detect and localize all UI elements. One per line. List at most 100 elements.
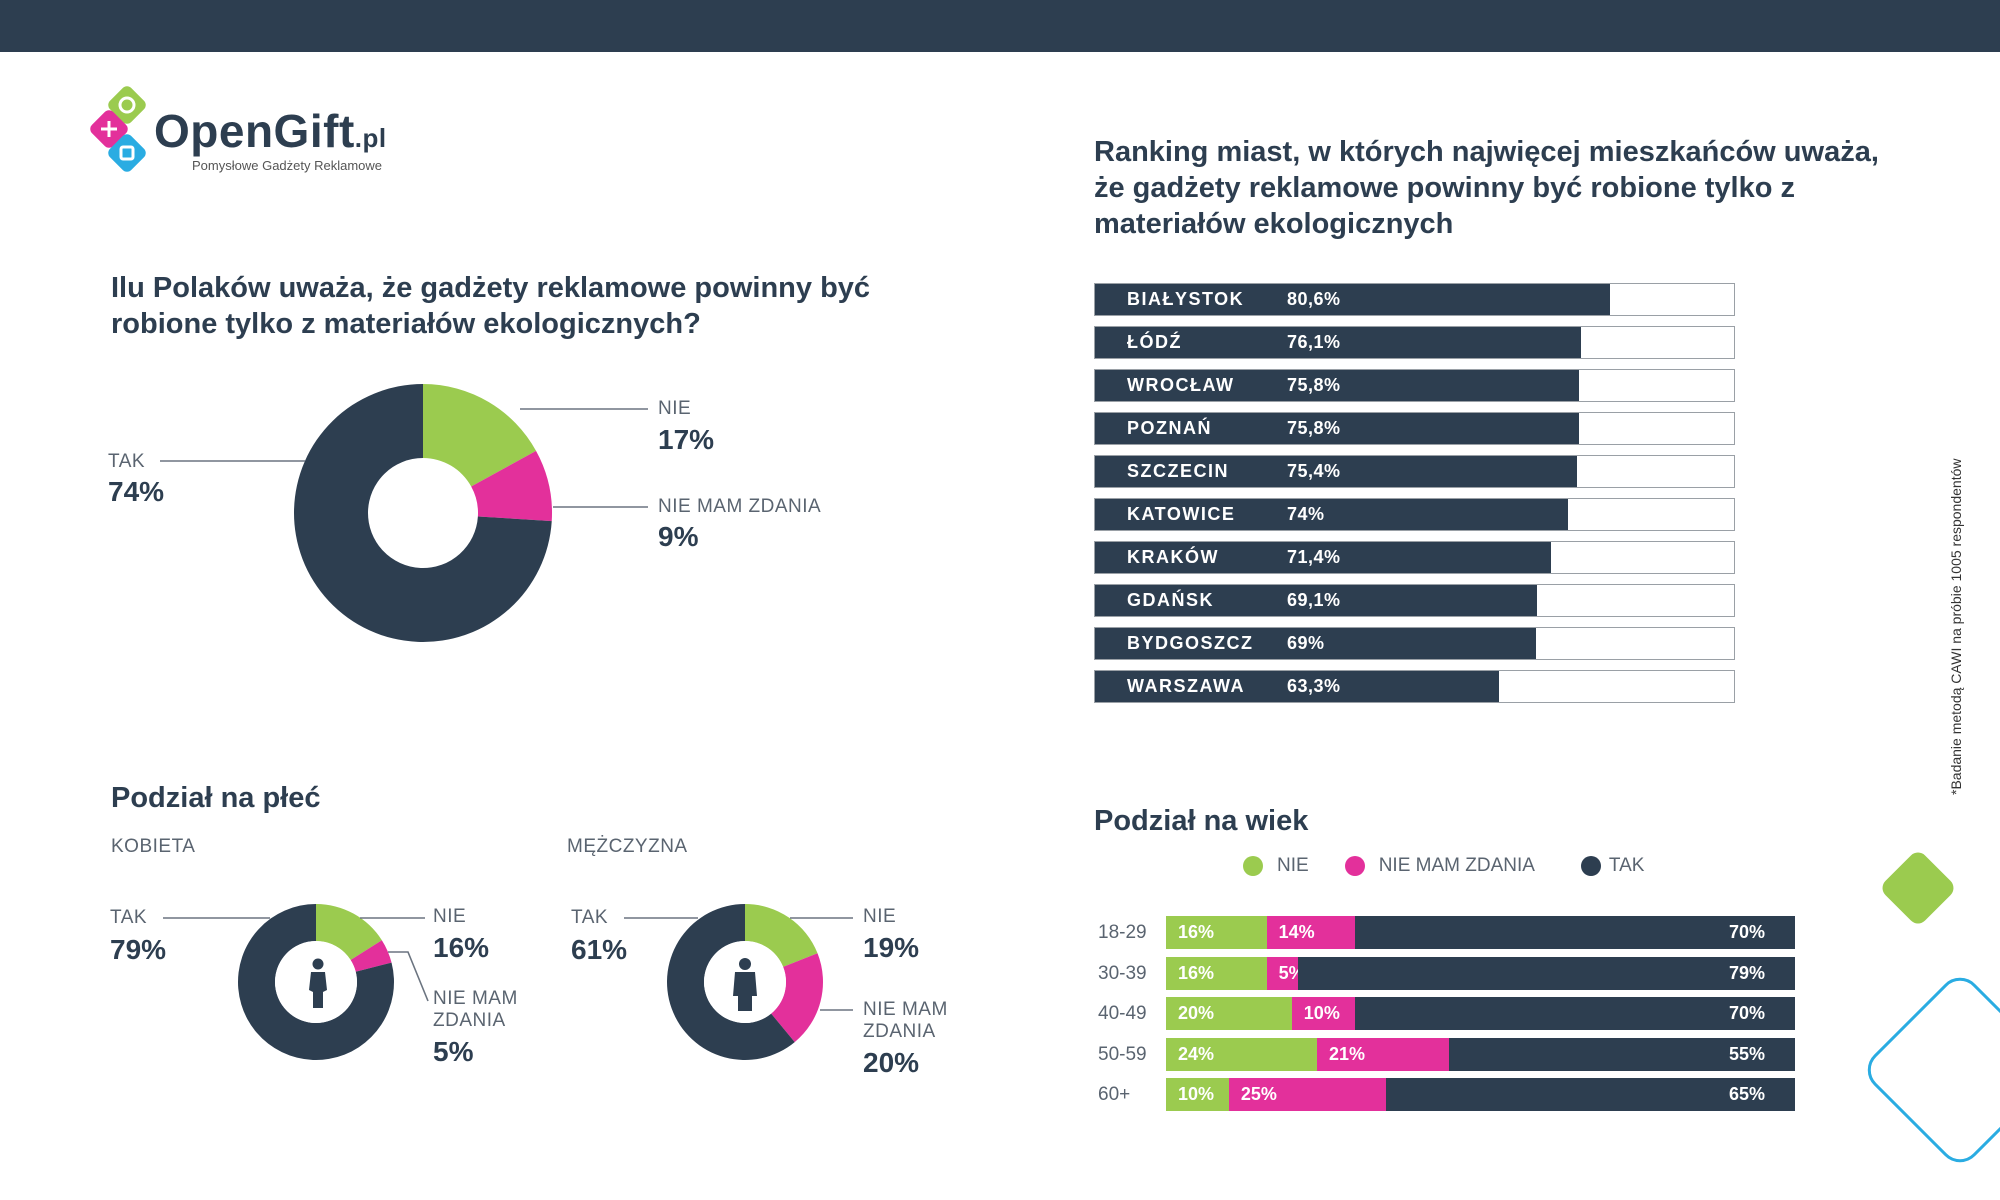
city-bar-row: BYDGOSZCZ 69% bbox=[1094, 627, 1735, 660]
overall-value-nie: 17% bbox=[658, 424, 715, 455]
female-label-nie-mam-zdania: NIE MAM ZDANIA bbox=[433, 988, 518, 1031]
age-segment-nie-mam-zdania: 10% bbox=[1291, 997, 1355, 1030]
overall-slice-nie-mam-zdania bbox=[471, 450, 552, 522]
city-value: 76,1% bbox=[1287, 332, 1341, 352]
age-segment-label: 20% bbox=[1178, 1003, 1215, 1023]
male-label-tak: TAK bbox=[571, 907, 609, 928]
age-segment-nie-mam-zdania: 14% bbox=[1266, 916, 1355, 949]
city-bar-fill bbox=[1095, 585, 1537, 616]
city-name: BYDGOSZCZ bbox=[1127, 633, 1254, 653]
top-banner bbox=[0, 0, 2000, 52]
city-name: KRAKÓW bbox=[1127, 547, 1219, 567]
age-category-label: 40-49 bbox=[1098, 1003, 1147, 1024]
age-segment-nie-mam-zdania: 5% bbox=[1266, 956, 1305, 990]
legend-label: TAK bbox=[1608, 855, 1645, 876]
female-slice-nie bbox=[316, 904, 382, 961]
age-segment-label: 10% bbox=[1178, 1084, 1215, 1104]
decor-blue-outline-diamond bbox=[1867, 977, 2000, 1163]
city-bar-fill bbox=[1095, 284, 1611, 315]
age-segment-tak: 79% bbox=[1298, 956, 1795, 990]
city-value: 63,3% bbox=[1287, 676, 1341, 696]
gender-donut-charts bbox=[163, 904, 853, 1060]
age-segment-label: 25% bbox=[1240, 1084, 1277, 1104]
overall-label-nie-mam-zdania: NIE MAM ZDANIA bbox=[658, 496, 822, 517]
city-value: 69,1% bbox=[1287, 590, 1341, 610]
age-bar-row: 16% 5% 79% bbox=[1166, 956, 1795, 990]
city-name: BIAŁYSTOK bbox=[1127, 289, 1245, 309]
decorative-diamonds bbox=[1867, 852, 2000, 1163]
age-segment-nie: 20% bbox=[1166, 997, 1292, 1030]
brand-tagline: Pomysłowe Gadżety Reklamowe bbox=[192, 158, 383, 173]
legend-label: NIE MAM ZDANIA bbox=[1378, 855, 1535, 876]
age-segment-nie: 16% bbox=[1166, 916, 1267, 949]
male-label-nie-mam-zdania: NIE MAM ZDANIA bbox=[863, 999, 948, 1042]
overall-donut-chart bbox=[160, 384, 648, 642]
legend-label: NIE bbox=[1277, 855, 1309, 876]
age-segment-label: 70% bbox=[1728, 922, 1765, 942]
city-value: 74% bbox=[1287, 504, 1325, 524]
age-segment-label: 14% bbox=[1278, 922, 1315, 942]
city-value: 80,6% bbox=[1287, 289, 1341, 309]
female-label-nie: NIE bbox=[433, 906, 467, 927]
male-slice-nie-mam-zdania bbox=[771, 953, 823, 1043]
age-category-label: 50-59 bbox=[1098, 1043, 1147, 1065]
female-leader-nie-mam-zdania bbox=[388, 951, 429, 1002]
age-segment-label: 65% bbox=[1728, 1084, 1765, 1104]
female-slice-nie-mam-zdania bbox=[350, 940, 392, 972]
age-bar-row: 20% 10% 70% bbox=[1166, 997, 1795, 1030]
age-segment-nie-mam-zdania: 21% bbox=[1316, 1037, 1450, 1071]
age-category-label: 60+ bbox=[1098, 1084, 1131, 1105]
brand-name: OpenGift.pl bbox=[154, 104, 387, 158]
city-name: WROCŁAW bbox=[1127, 375, 1235, 395]
age-segment-label: 24% bbox=[1178, 1043, 1215, 1064]
city-name: ŁÓDŹ bbox=[1127, 332, 1182, 352]
male-person-icon bbox=[733, 958, 757, 1011]
age-category-label: 30-39 bbox=[1098, 962, 1147, 984]
city-bar-row: POZNAŃ 75,8% bbox=[1094, 412, 1735, 445]
legend-dot-dark bbox=[1580, 856, 1601, 876]
gender-section-title: Podział na płeć bbox=[111, 782, 321, 814]
legend-item-nie-mam-zdania: NIE MAM ZDANIA bbox=[1344, 855, 1535, 877]
age-bar-row: 24% 21% 55% bbox=[1166, 1037, 1795, 1071]
city-ranking-title: Ranking miast, w których najwięcej miesz… bbox=[1094, 136, 1879, 240]
age-segment-label: 16% bbox=[1178, 922, 1215, 942]
city-bar-fill bbox=[1095, 628, 1536, 659]
brand-name-text: OpenGift bbox=[154, 105, 355, 157]
overall-slice-tak bbox=[293, 384, 552, 642]
male-value-tak: 61% bbox=[571, 934, 628, 965]
city-bar-fill bbox=[1095, 499, 1568, 530]
female-slice-tak bbox=[238, 904, 394, 1060]
city-bar-fill bbox=[1095, 542, 1552, 573]
logo-green-diamond bbox=[108, 86, 146, 124]
city-value: 75,8% bbox=[1287, 375, 1341, 395]
age-bar-row: 16% 14% 70% bbox=[1166, 916, 1795, 949]
age-segment-nie: 16% bbox=[1166, 956, 1267, 990]
overall-label-nie: NIE bbox=[658, 398, 692, 419]
overall-value-nie-mam-zdania: 9% bbox=[658, 521, 699, 552]
age-segment-nie-mam-zdania: 25% bbox=[1228, 1078, 1387, 1111]
age-segment-label: 55% bbox=[1728, 1043, 1765, 1064]
age-segment-label: 79% bbox=[1728, 962, 1765, 983]
male-slice-nie bbox=[745, 904, 818, 967]
legend-item-tak: TAK bbox=[1580, 855, 1645, 877]
age-segment-tak: 70% bbox=[1354, 997, 1795, 1030]
legend-item-nie: NIE bbox=[1243, 855, 1309, 877]
city-bar-fill bbox=[1095, 671, 1500, 702]
city-name: SZCZECIN bbox=[1127, 461, 1229, 481]
female-group-label: KOBIETA bbox=[111, 836, 196, 857]
age-bar-row: 10% 25% 65% bbox=[1166, 1078, 1795, 1111]
age-legend: NIE NIE MAM ZDANIA TAK bbox=[1243, 855, 1644, 877]
age-segment-label: 10% bbox=[1303, 1003, 1340, 1023]
city-bar-fill bbox=[1095, 456, 1577, 487]
brand-tld: .pl bbox=[354, 123, 387, 153]
age-segment-tak: 65% bbox=[1386, 1078, 1795, 1111]
city-bar-row: KRAKÓW 71,4% bbox=[1094, 541, 1735, 574]
male-group-label: MĘŻCZYZNA bbox=[567, 836, 688, 857]
city-name: KATOWICE bbox=[1127, 504, 1236, 524]
age-category-label: 18-29 bbox=[1098, 922, 1147, 943]
city-bar-row: KATOWICE 74% bbox=[1094, 498, 1735, 531]
female-value-tak: 79% bbox=[110, 934, 167, 965]
city-bar-row: WARSZAWA 63,3% bbox=[1094, 670, 1735, 703]
logo-mark bbox=[90, 86, 146, 172]
city-bar-row: WROCŁAW 75,8% bbox=[1094, 369, 1735, 402]
